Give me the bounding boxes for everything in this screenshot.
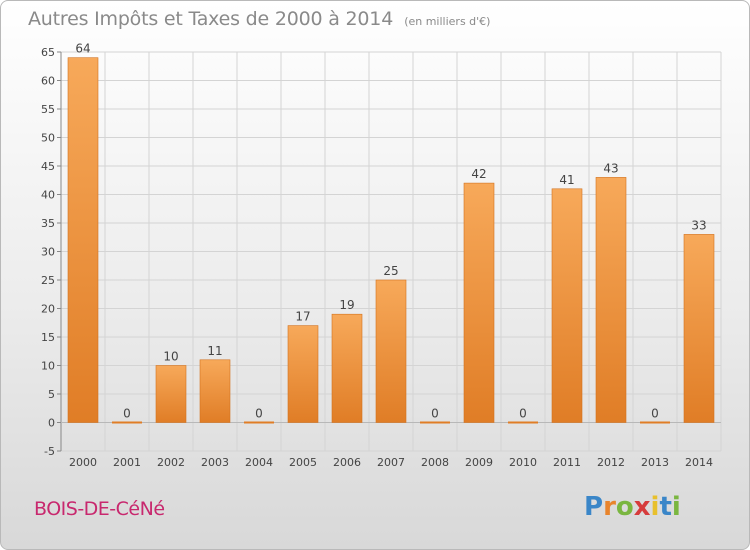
- data-label-2012: 43: [603, 161, 618, 175]
- bar-2011: [551, 188, 583, 423]
- data-label-2007: 25: [383, 264, 398, 278]
- y-tick-label: 55: [41, 103, 55, 116]
- x-tick-label-2000: 2000: [69, 456, 97, 469]
- chart-title-block: Autres Impôts et Taxes de 2000 à 2014 (e…: [28, 8, 490, 30]
- y-tick-label: 45: [41, 160, 55, 173]
- bar-2002: [155, 365, 187, 423]
- data-labels: 64 0 10 11 0 17 19 25 0 42 0 41 43 0 33: [75, 42, 706, 421]
- y-tick-label: 60: [41, 75, 55, 88]
- x-tick-label-2009: 2009: [465, 456, 493, 469]
- x-tick-label-2001: 2001: [113, 456, 141, 469]
- data-label-2008: 0: [431, 407, 439, 421]
- bar-2012: [595, 177, 627, 423]
- x-tick-label-2013: 2013: [641, 456, 669, 469]
- x-tick-label-2007: 2007: [377, 456, 405, 469]
- x-tick-label-2011: 2011: [553, 456, 581, 469]
- bar-2007: [375, 279, 407, 423]
- data-label-2010: 0: [519, 407, 527, 421]
- bar-2014: [683, 234, 715, 423]
- y-tick-label: 25: [41, 274, 55, 287]
- bar-2013: [640, 421, 670, 424]
- bar-2001: [112, 421, 142, 424]
- data-label-2000: 64: [75, 42, 90, 56]
- bar-2003: [199, 359, 231, 423]
- x-tick-label-2005: 2005: [289, 456, 317, 469]
- y-tick-label: 30: [41, 246, 55, 259]
- x-tick-label-2002: 2002: [157, 456, 185, 469]
- data-label-2002: 10: [163, 350, 178, 364]
- bar-2004: [244, 421, 274, 424]
- chart-unit-note: (en milliers d'€): [404, 15, 491, 28]
- bar-2008: [420, 421, 450, 424]
- x-tick-label-2006: 2006: [333, 456, 361, 469]
- y-tick-label: 5: [48, 388, 55, 401]
- y-tick-label: 15: [41, 331, 55, 344]
- data-label-2006: 19: [339, 298, 354, 312]
- data-label-2003: 11: [207, 344, 222, 358]
- data-label-2009: 42: [471, 167, 486, 181]
- x-tick-label-2014: 2014: [685, 456, 713, 469]
- y-tick-label: 65: [41, 46, 55, 59]
- y-tick-label: 10: [41, 360, 55, 373]
- proxiti-logo: Proxiti: [584, 492, 681, 522]
- x-tick-label-2008: 2008: [421, 456, 449, 469]
- data-label-2004: 0: [255, 407, 263, 421]
- x-tick-label-2004: 2004: [245, 456, 273, 469]
- x-tick-label-2010: 2010: [509, 456, 537, 469]
- data-label-2014: 33: [691, 218, 706, 232]
- data-label-2001: 0: [123, 407, 131, 421]
- bar-2010: [508, 421, 538, 424]
- data-label-2013: 0: [651, 407, 659, 421]
- x-tick-label-2003: 2003: [201, 456, 229, 469]
- bar-2009: [463, 182, 495, 423]
- bar-2000: [67, 57, 99, 423]
- chart-title: Autres Impôts et Taxes de 2000 à 2014: [28, 8, 394, 30]
- x-tick-label-2012: 2012: [597, 456, 625, 469]
- bars: [67, 57, 715, 424]
- y-tick-label: 50: [41, 132, 55, 145]
- bar-2006: [331, 313, 363, 423]
- y-tick-label: -5: [44, 445, 55, 458]
- data-label-2005: 17: [295, 310, 310, 324]
- y-tick-label: 40: [41, 189, 55, 202]
- commune-name: BOIS-DE-CéNé: [34, 498, 165, 520]
- bar-2005: [287, 325, 319, 423]
- data-label-2011: 41: [559, 173, 574, 187]
- y-tick-label: 20: [41, 303, 55, 316]
- y-tick-label: 35: [41, 217, 55, 230]
- y-tick-label: 0: [48, 417, 55, 430]
